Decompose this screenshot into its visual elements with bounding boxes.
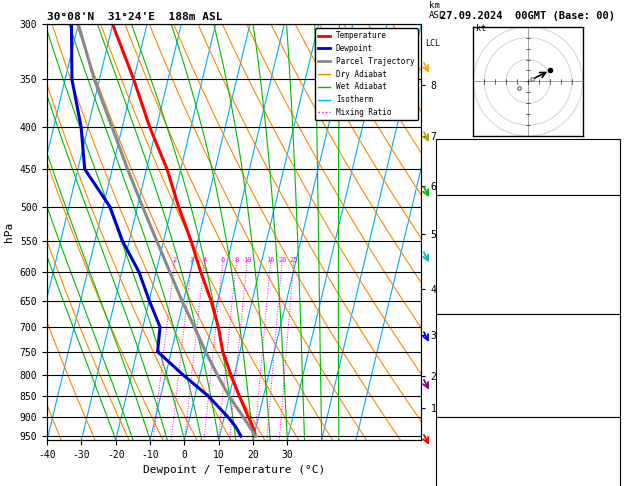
Text: θε (K): θε (K)	[441, 351, 473, 361]
Text: Lifted Index: Lifted Index	[441, 368, 506, 377]
Text: 16: 16	[267, 257, 275, 263]
Text: km
ASL: km ASL	[429, 1, 445, 20]
Text: 6: 6	[221, 257, 225, 263]
Text: Totals Totals: Totals Totals	[441, 160, 511, 169]
Y-axis label: hPa: hPa	[4, 222, 14, 242]
Text: 27.09.2024  00GMT (Base: 00): 27.09.2024 00GMT (Base: 00)	[440, 11, 615, 21]
Text: Surface: Surface	[509, 199, 547, 208]
Text: Pressure (mb): Pressure (mb)	[441, 335, 511, 344]
Text: 25: 25	[290, 257, 298, 263]
Text: 16.2: 16.2	[593, 232, 615, 241]
Text: 10: 10	[243, 257, 252, 263]
Text: 950: 950	[598, 335, 615, 344]
Text: K: K	[441, 142, 447, 152]
Text: -50: -50	[598, 438, 615, 447]
Text: 276°: 276°	[593, 471, 615, 480]
Text: SREH: SREH	[441, 454, 462, 464]
Text: 3: 3	[190, 257, 194, 263]
Text: 0: 0	[609, 384, 615, 394]
Text: Mixing Ratio (g/kg): Mixing Ratio (g/kg)	[452, 181, 460, 283]
Text: 4: 4	[203, 257, 207, 263]
Text: StmDir: StmDir	[441, 471, 473, 480]
Text: 6: 6	[609, 142, 615, 152]
Text: Most Unstable: Most Unstable	[493, 318, 563, 328]
Text: CAPE (J): CAPE (J)	[441, 281, 484, 291]
Text: 7: 7	[609, 368, 615, 377]
X-axis label: Dewpoint / Temperature (°C): Dewpoint / Temperature (°C)	[143, 465, 325, 475]
Text: CAPE (J): CAPE (J)	[441, 384, 484, 394]
Text: kt: kt	[476, 24, 486, 33]
Text: LCL: LCL	[425, 39, 440, 48]
Text: 328: 328	[598, 248, 615, 258]
Text: θε(K): θε(K)	[441, 248, 468, 258]
Text: 30°08'N  31°24'E  188m ASL: 30°08'N 31°24'E 188m ASL	[47, 12, 223, 22]
Text: 8: 8	[235, 257, 238, 263]
Text: 2: 2	[173, 257, 177, 263]
Text: PW (cm): PW (cm)	[441, 177, 479, 187]
Text: 20: 20	[278, 257, 286, 263]
Text: CIN (J): CIN (J)	[441, 401, 479, 410]
Text: Temp (°C): Temp (°C)	[441, 215, 489, 225]
Text: 7: 7	[609, 265, 615, 274]
Text: Hodograph: Hodograph	[504, 421, 552, 431]
Text: 0: 0	[609, 298, 615, 307]
Text: CIN (J): CIN (J)	[441, 298, 479, 307]
Text: © weatheronline.co.uk: © weatheronline.co.uk	[470, 472, 584, 481]
Legend: Temperature, Dewpoint, Parcel Trajectory, Dry Adiabat, Wet Adiabat, Isotherm, Mi: Temperature, Dewpoint, Parcel Trajectory…	[315, 28, 418, 120]
Text: 0: 0	[609, 401, 615, 410]
Text: Lifted Index: Lifted Index	[441, 265, 506, 274]
Text: Dewp (°C): Dewp (°C)	[441, 232, 489, 241]
Text: -0: -0	[604, 454, 615, 464]
Text: 26: 26	[604, 160, 615, 169]
Text: 20.5: 20.5	[593, 215, 615, 225]
Text: EH: EH	[441, 438, 452, 447]
Text: 0: 0	[609, 281, 615, 291]
Text: 330: 330	[598, 351, 615, 361]
Text: 1.95: 1.95	[593, 177, 615, 187]
